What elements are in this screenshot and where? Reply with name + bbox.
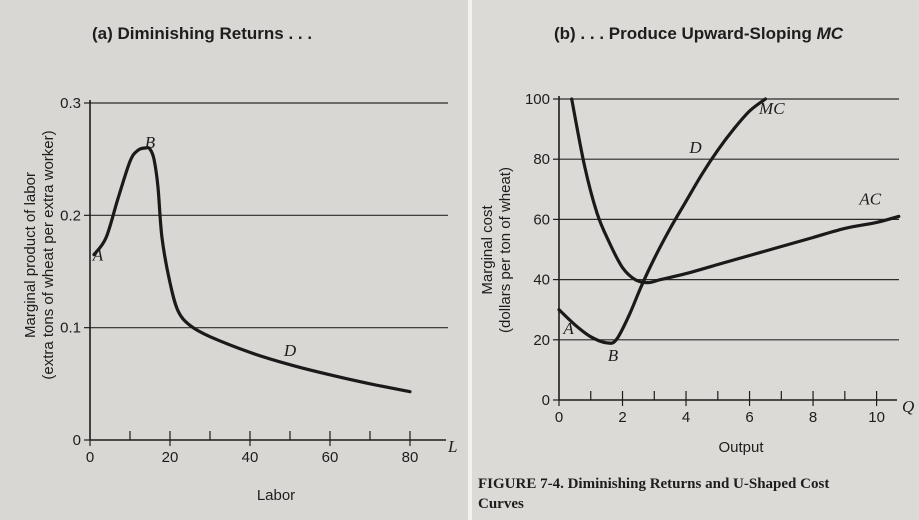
curve-0 [92,146,412,394]
y-axis-label-line2: (extra tons of wheat per extra worker) [40,130,57,379]
marginal-cost-chart: 0 20 40 60 80 100 0 2 4 6 8 10 A B D MC AC (b) . . . Pr… [478,24,914,512]
x-tick-label: 0 [86,449,94,466]
point-labels: A B D [92,133,297,360]
panel-upward-sloping-mc: 0 20 40 60 80 100 0 2 4 6 8 10 A B D MC AC (b) . . . Pr… [472,0,919,520]
y-tick-label: 0.3 [60,95,81,112]
x-tick-label: 2 [618,409,626,426]
chart-title-a: (a) Diminishing Returns . . . [92,24,312,43]
grid [559,98,899,341]
ticks: 0 20 40 60 80 100 0 2 4 6 8 10 [525,91,885,426]
ticks: 0 0.1 0.2 0.3 0 20 40 60 80 [60,95,418,466]
y-tick-label: 60 [533,211,550,228]
y-tick-label: 0 [73,432,81,449]
x-tick-label: 80 [402,449,419,466]
point-labels: A B D MC AC [562,99,881,365]
x-tick-label: 4 [682,409,690,426]
point-label-ac: AC [858,189,881,208]
y-tick-label: 20 [533,332,550,349]
point-label-b: B [608,346,619,365]
axes [558,96,897,401]
mc-curve [557,97,767,345]
x-tick-label: 60 [322,449,339,466]
point-label-d: D [283,341,297,360]
point-label-a: A [92,245,104,264]
y-tick-label: 0 [542,392,550,409]
y-axis-label-line2: (dollars per ton of wheat) [497,167,514,333]
point-label-b: B [145,133,156,152]
x-tick-label: 20 [162,449,179,466]
y-tick-label: 80 [533,151,550,168]
panel-diminishing-returns: 0 0.1 0.2 0.3 0 20 40 60 80 A B D (a) Diminishing … [22,24,458,504]
ac-curve [570,97,901,285]
diminishing-returns-chart: 0 0.1 0.2 0.3 0 20 40 60 80 A B D (a) Diminishing … [22,24,457,504]
y-axis-label-line1: Marginal cost [479,205,496,295]
chart-title-b: (b) . . . Produce Upward-Sloping MC [554,24,844,43]
grid [90,102,448,329]
chart-title-b-text: (b) . . . Produce Upward-Sloping [554,24,812,43]
y-tick-label: 0.1 [60,320,81,337]
chart-title-b-italic: MC [817,24,844,43]
point-label-d: D [688,138,702,157]
axis-end-label-l: L [447,437,457,456]
y-tick-label: 40 [533,272,550,289]
x-tick-label: 6 [745,409,753,426]
point-label-a: A [562,319,574,338]
figure-caption-line2: Curves [478,496,524,512]
x-tick-label: 10 [868,409,885,426]
page-fold [468,0,474,520]
y-tick-label: 100 [525,91,550,108]
x-tick-label: 40 [242,449,259,466]
axis-end-label-q: Q [902,397,914,416]
figure-caption-line1: FIGURE 7-4. Diminishing Returns and U-Sh… [478,476,829,492]
x-axis-label: Output [718,439,764,456]
curves [557,97,901,345]
y-axis-label-line1: Marginal product of labor [22,172,39,338]
x-axis-label: Labor [257,487,295,504]
curves [92,146,412,394]
point-label-mc: MC [758,99,785,118]
x-tick-label: 0 [555,409,563,426]
axes [89,100,446,441]
y-tick-label: 0.2 [60,207,81,224]
x-tick-label: 8 [809,409,817,426]
